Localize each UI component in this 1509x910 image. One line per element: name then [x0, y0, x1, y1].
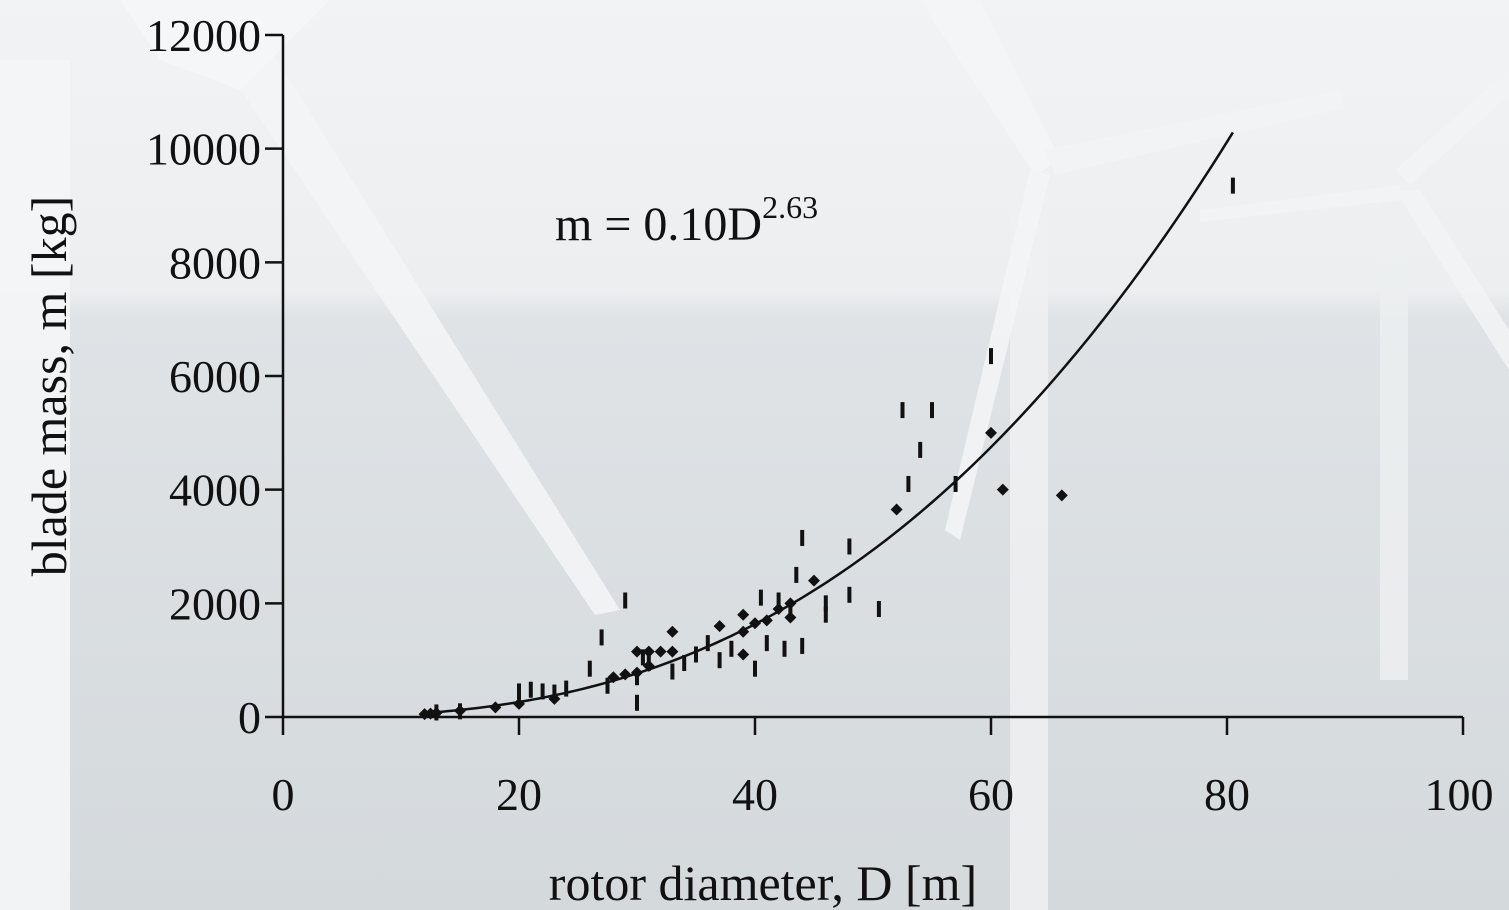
data-point-dash [800, 637, 805, 654]
y-tick-label: 10000 [146, 124, 261, 175]
x-tick-label: 0 [272, 769, 295, 820]
data-point-dash [458, 703, 462, 720]
data-point-diamond [654, 645, 667, 658]
data-point-dash [989, 348, 993, 365]
data-point-diamond [772, 603, 785, 616]
data-point-dash [705, 635, 710, 652]
x-axis-label: rotor diameter, D [m] [549, 855, 977, 910]
data-point-diamond [489, 701, 502, 714]
data-point-diamond [737, 608, 750, 621]
data-point-dash [694, 646, 698, 663]
y-tick-label: 4000 [169, 465, 261, 516]
data-point-dash [906, 475, 911, 492]
x-tick-label: 60 [968, 769, 1014, 820]
data-point-dash [646, 655, 651, 672]
data-point-dash [758, 589, 763, 606]
data-point-dash [823, 606, 828, 623]
data-point-dash [540, 683, 545, 700]
power-law-fit-curve [424, 131, 1234, 715]
fit-equation: m = 0.10D2.63 [555, 189, 818, 251]
data-point-dash [847, 538, 852, 555]
y-tick-label: 12000 [146, 10, 261, 61]
data-point-dash [528, 681, 533, 698]
data-point-diamond [760, 614, 773, 627]
x-tick-label: 100 [1425, 769, 1494, 820]
data-point-dash [605, 677, 610, 694]
y-tick-label: 8000 [169, 237, 261, 288]
data-point-dash [930, 402, 934, 419]
data-point-dash [552, 684, 557, 701]
data-point-diamond [737, 648, 750, 661]
data-point-dash [800, 529, 805, 546]
data-point-diamond [737, 625, 750, 638]
y-tick-label: 6000 [169, 351, 261, 402]
data-point-dash [717, 652, 722, 669]
data-point-dash [599, 629, 604, 646]
data-point-dash [823, 595, 828, 612]
data-point-dash [434, 704, 439, 721]
data-point-diamond [666, 645, 679, 658]
data-point-dash [670, 663, 675, 680]
x-tick-label: 40 [732, 769, 778, 820]
data-point-dash [1230, 177, 1235, 194]
data-point-dash [682, 655, 687, 672]
x-tick-label: 80 [1204, 769, 1250, 820]
data-point-dash [623, 592, 628, 609]
data-point-dash [753, 660, 757, 677]
data-point-dash [776, 592, 781, 609]
data-point-dash [635, 694, 639, 711]
data-point-diamond [607, 671, 620, 684]
data-point-dash [794, 566, 799, 583]
data-point-dash [729, 640, 734, 657]
y-tick-label: 0 [238, 692, 261, 743]
data-point-diamond [1055, 489, 1068, 502]
plot-area: 0 2000 4000 6000 8000 10000 12000 0 20 40 60 80 100 r… [21, 10, 1494, 910]
data-point-dash [788, 601, 793, 618]
data-point-dash [764, 635, 769, 652]
data-point-diamond [513, 697, 525, 710]
fit-equation-exponent: 2.63 [762, 189, 818, 225]
fit-equation-base: m = 0.10D [555, 198, 762, 251]
data-point-dash [782, 640, 787, 657]
data-point-dash [635, 669, 639, 686]
data-point-diamond [666, 625, 679, 638]
data-point-diamond [713, 620, 726, 633]
data-point-diamond [808, 574, 820, 587]
y-axis-label: blade mass, m [kg] [21, 196, 77, 576]
data-point-diamond [749, 617, 761, 630]
data-point-dash [587, 660, 592, 677]
data-point-dash [876, 601, 881, 618]
data-point-dash [900, 402, 905, 419]
data-point-diamond [619, 668, 632, 681]
data-point-dash [640, 649, 645, 666]
data-point-diamond [890, 503, 903, 516]
data-point-dash [564, 680, 569, 697]
data-point-diamond [985, 426, 997, 439]
data-point-dash [847, 586, 852, 603]
data-point-diamond [642, 645, 655, 658]
data-point-diamond [996, 483, 1009, 496]
data-point-dash [953, 475, 958, 492]
data-point-dash [517, 683, 521, 700]
data-point-dash [918, 441, 923, 458]
data-point-diamond [784, 611, 797, 624]
data-point-diamond [631, 645, 643, 658]
y-tick-label: 2000 [169, 578, 261, 629]
x-tick-label: 20 [496, 769, 542, 820]
